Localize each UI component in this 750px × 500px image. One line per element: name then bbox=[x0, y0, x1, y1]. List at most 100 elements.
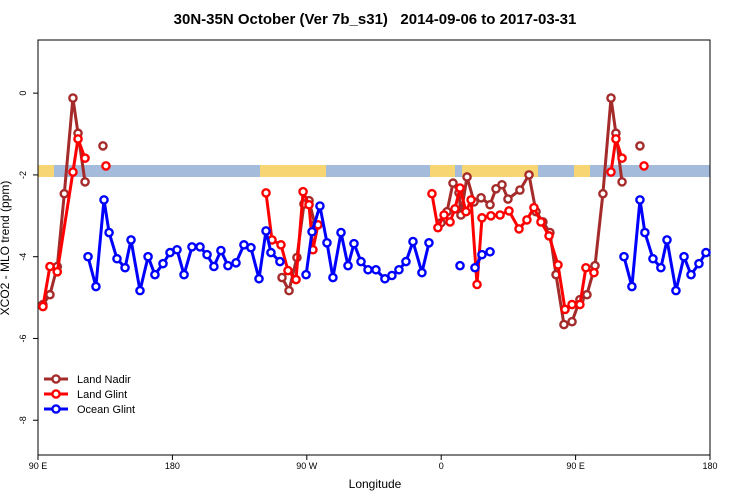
data-point bbox=[648, 253, 658, 264]
legend-marker bbox=[51, 389, 61, 399]
data-point bbox=[560, 304, 570, 315]
data-point bbox=[356, 256, 366, 267]
data-point bbox=[322, 237, 332, 248]
data-point bbox=[150, 269, 160, 280]
data-point bbox=[503, 194, 513, 204]
data-point bbox=[477, 213, 487, 223]
data-point bbox=[581, 262, 591, 273]
data-point bbox=[231, 258, 241, 268]
data-point bbox=[598, 188, 608, 199]
data-point bbox=[606, 93, 616, 103]
band-land bbox=[462, 165, 538, 177]
data-point bbox=[686, 269, 696, 280]
data-point bbox=[476, 193, 486, 203]
data-point bbox=[126, 235, 136, 245]
series bbox=[38, 134, 649, 315]
y-axis-title: XCO2 - MLO trend (ppm) bbox=[0, 181, 12, 316]
data-point bbox=[98, 141, 108, 151]
data-point bbox=[112, 253, 122, 264]
data-point bbox=[582, 289, 592, 300]
data-point bbox=[627, 281, 637, 292]
data-point bbox=[275, 256, 285, 267]
x-tick-label: 0 bbox=[439, 461, 444, 471]
data-point bbox=[135, 285, 145, 296]
data-point bbox=[495, 210, 505, 220]
data-point bbox=[455, 260, 465, 271]
x-tick-label: 180 bbox=[702, 461, 717, 471]
x-tick-label: 90 E bbox=[29, 461, 48, 471]
data-point bbox=[59, 188, 70, 199]
data-point bbox=[477, 249, 487, 260]
data-point bbox=[504, 206, 514, 216]
data-point bbox=[261, 226, 271, 236]
data-point bbox=[304, 199, 314, 210]
data-point bbox=[343, 260, 353, 271]
data-point bbox=[307, 226, 317, 237]
band-ocean bbox=[38, 165, 710, 177]
data-point bbox=[394, 264, 404, 275]
data-point bbox=[99, 195, 109, 205]
data-point bbox=[439, 210, 449, 220]
data-point bbox=[276, 240, 286, 250]
data-point bbox=[277, 272, 287, 283]
data-point bbox=[462, 172, 472, 182]
data-point bbox=[553, 260, 563, 270]
data-point bbox=[298, 186, 308, 197]
data-point bbox=[701, 247, 711, 258]
data-point bbox=[172, 244, 182, 255]
y-tick-label: -8 bbox=[18, 416, 28, 424]
data-point bbox=[261, 188, 271, 198]
data-point bbox=[589, 267, 599, 278]
data-point bbox=[101, 161, 111, 171]
data-point bbox=[254, 273, 264, 284]
data-point bbox=[611, 134, 621, 144]
data-point bbox=[315, 201, 325, 211]
data-point bbox=[671, 285, 681, 296]
data-point bbox=[301, 269, 311, 280]
data-point bbox=[417, 267, 427, 278]
data-point bbox=[45, 289, 55, 300]
data-point bbox=[445, 217, 455, 227]
data-point bbox=[617, 177, 627, 187]
data-point bbox=[575, 299, 585, 310]
data-point bbox=[536, 217, 546, 227]
data-point bbox=[284, 285, 294, 296]
data-point bbox=[187, 242, 197, 252]
data-point bbox=[486, 211, 496, 221]
data-point bbox=[408, 236, 418, 247]
data-point bbox=[283, 265, 293, 276]
y-tick-label: -4 bbox=[18, 253, 28, 261]
data-point bbox=[104, 227, 114, 238]
data-point bbox=[529, 202, 539, 213]
y-tick-label: -6 bbox=[18, 334, 28, 342]
data-point bbox=[427, 188, 437, 199]
data-point bbox=[497, 179, 507, 190]
data-point bbox=[68, 167, 78, 177]
data-point bbox=[158, 258, 168, 269]
data-point bbox=[38, 301, 48, 312]
data-point bbox=[266, 247, 276, 258]
data-point bbox=[619, 251, 629, 262]
data-point bbox=[143, 251, 153, 262]
legend: Land Nadir Land Glint Ocean Glint bbox=[44, 374, 135, 416]
surface-band bbox=[38, 165, 710, 177]
data-point bbox=[514, 224, 524, 234]
data-point bbox=[433, 222, 443, 233]
data-point bbox=[216, 245, 226, 256]
legend-marker bbox=[51, 374, 61, 384]
data-point bbox=[567, 316, 577, 327]
data-point bbox=[472, 279, 482, 290]
data-point bbox=[485, 246, 495, 257]
data-point bbox=[328, 272, 338, 283]
data-point bbox=[336, 227, 346, 238]
data-point bbox=[349, 238, 359, 249]
data-point bbox=[466, 195, 476, 205]
band-land bbox=[38, 165, 54, 177]
data-point bbox=[694, 258, 704, 269]
data-point bbox=[401, 256, 411, 267]
band-land bbox=[574, 165, 590, 177]
data-point bbox=[80, 153, 90, 163]
data-point bbox=[559, 319, 569, 330]
